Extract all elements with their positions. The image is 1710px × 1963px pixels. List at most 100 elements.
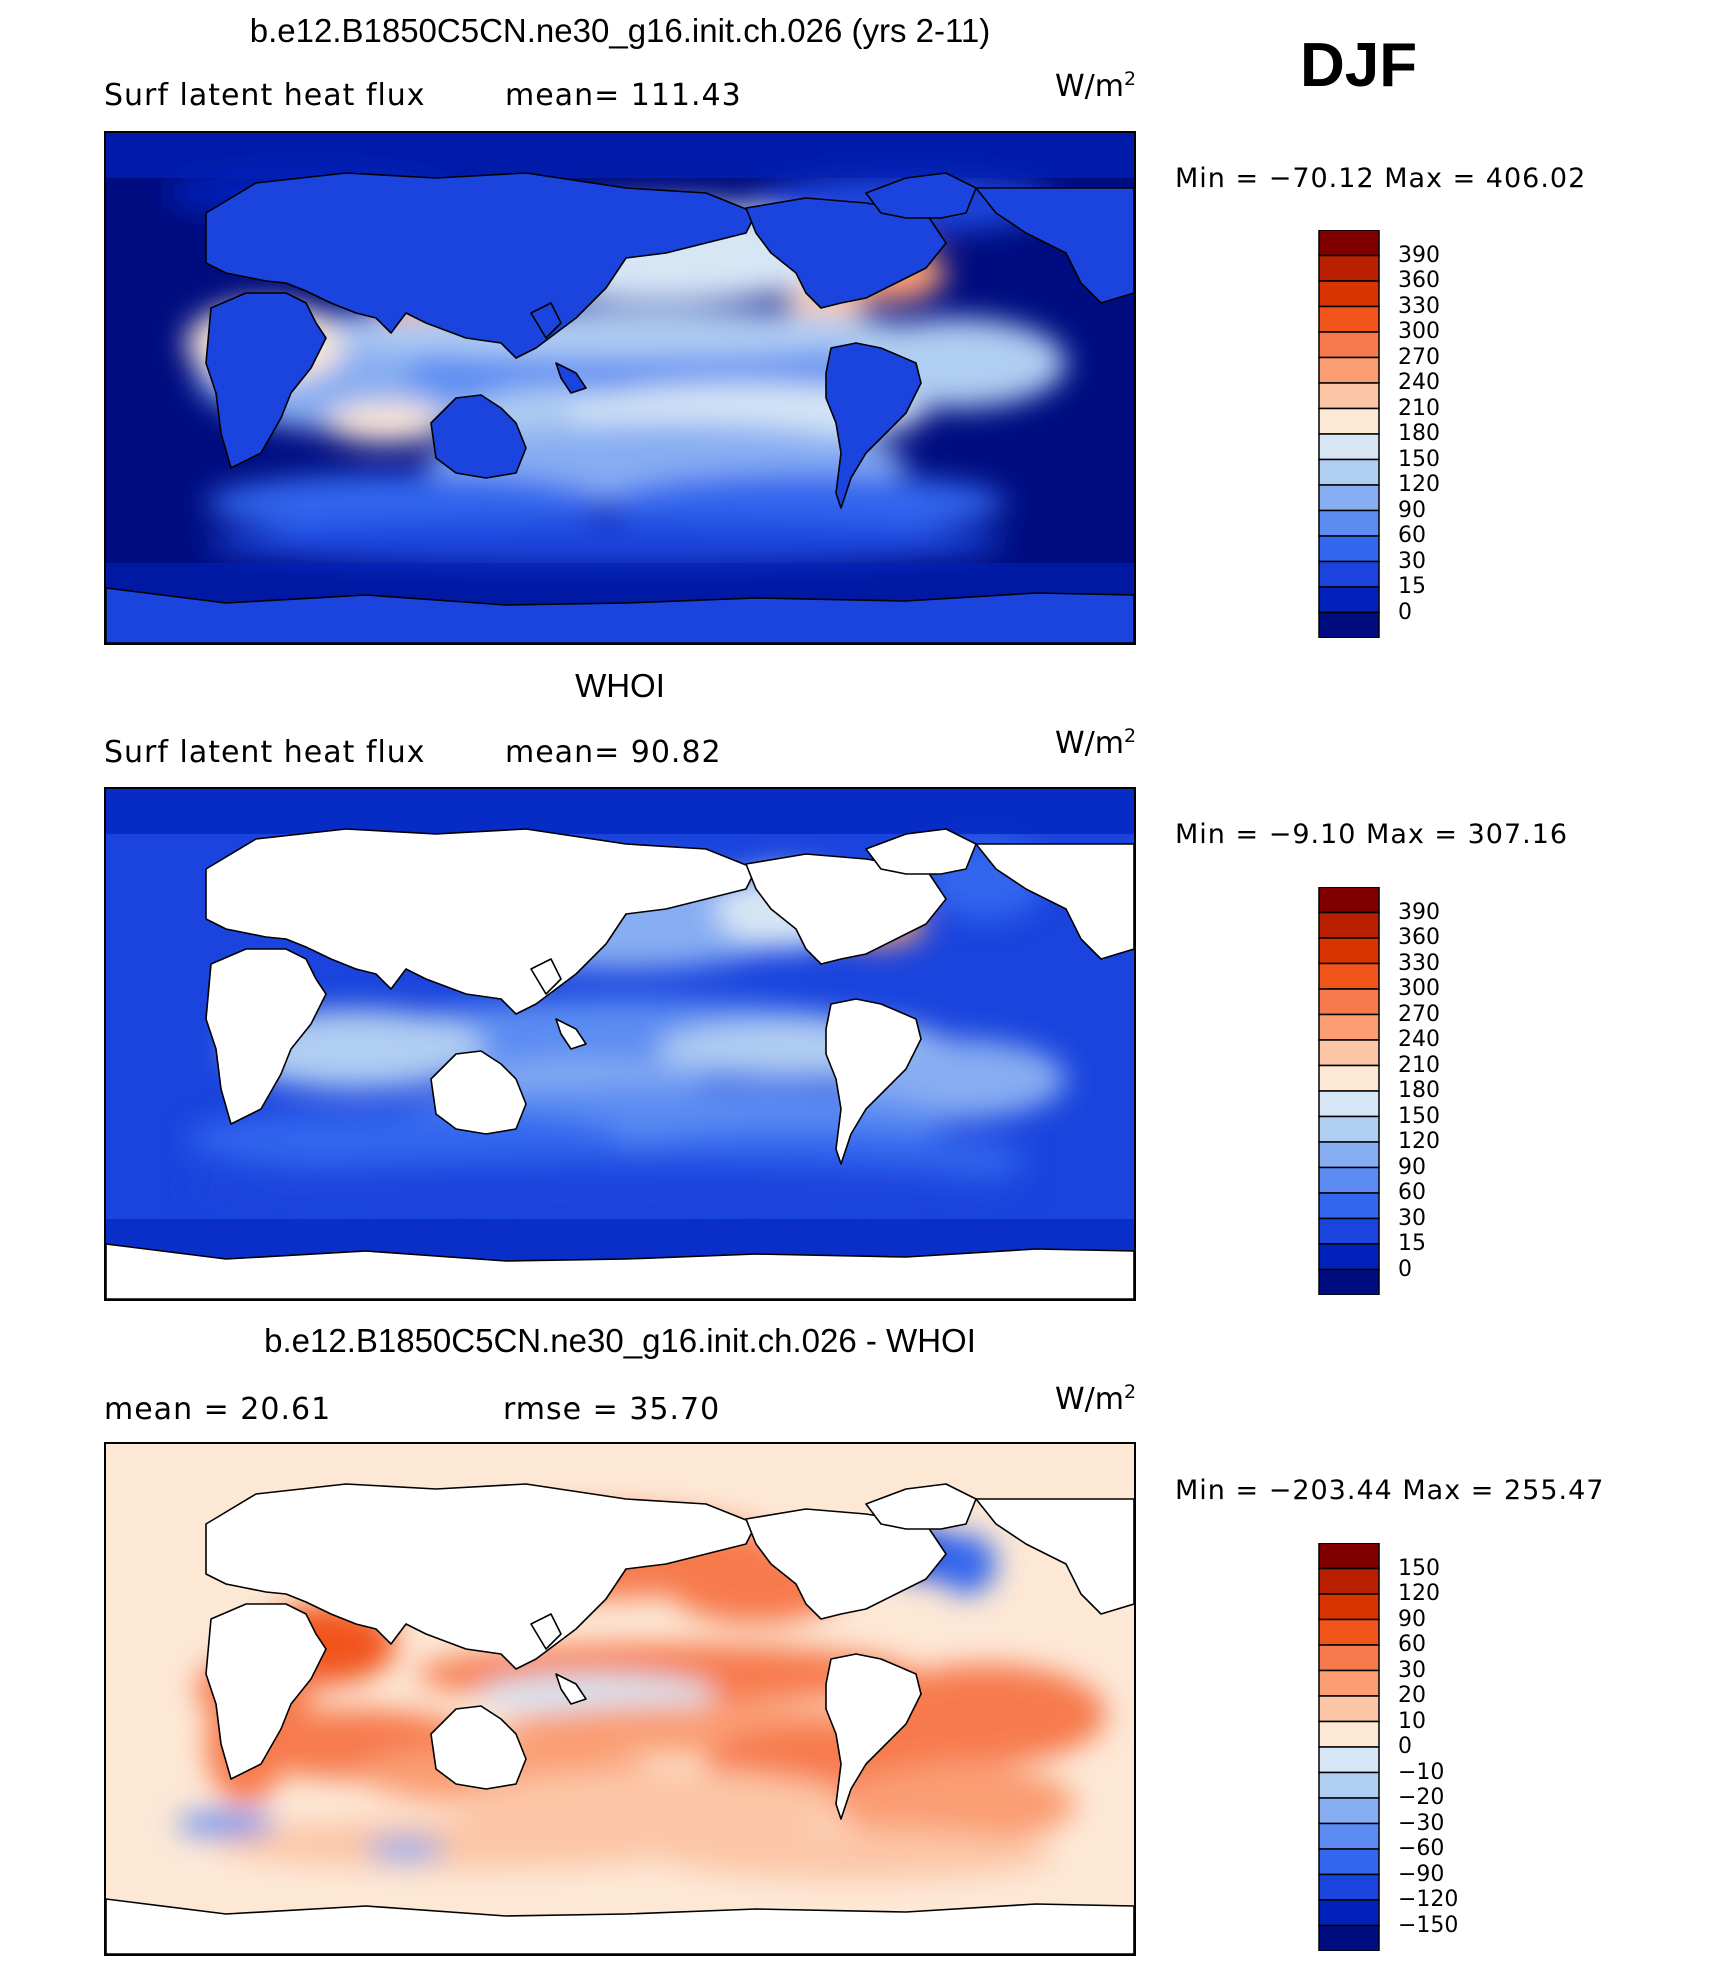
panel-2-colorbar-labels: 390 360 330 300 270 240 210 180 150 120 90 60 30 15 0 <box>1398 887 1478 1295</box>
coastline <box>205 172 757 359</box>
field-blob <box>216 1819 716 1869</box>
coastline <box>106 1898 1134 1954</box>
colorbar-swatch <box>1318 1873 1380 1901</box>
colorbar-swatch <box>1318 280 1380 308</box>
colorbar-swatch <box>1318 1039 1380 1067</box>
panel-3-map-plot <box>106 1444 1134 1954</box>
coastline <box>205 948 327 1125</box>
colorbar-swatch <box>1318 1618 1380 1646</box>
coastline <box>975 187 1134 304</box>
colorbar-level-label: 120 <box>1398 472 1440 497</box>
colorbar-level-label: 270 <box>1398 344 1440 370</box>
colorbar-level-label: 120 <box>1398 1129 1440 1154</box>
colorbar-level-label: 30 <box>1398 1657 1426 1683</box>
high-latitude-band <box>106 789 1134 834</box>
colorbar-level-label: 10 <box>1398 1708 1426 1734</box>
colorbar-swatch <box>1318 1192 1380 1220</box>
colorbar-swatch <box>1318 1593 1380 1621</box>
colorbar-level-label: 210 <box>1398 395 1440 421</box>
colorbar-swatch <box>1318 1771 1380 1799</box>
panel-2-mean-label: mean= 90.82 <box>505 735 722 770</box>
colorbar-level-label: 150 <box>1398 1103 1440 1129</box>
panel-1-title: b.e12.B1850C5CN.ne30_g16.init.ch.026 (yr… <box>249 12 991 49</box>
colorbar-swatch <box>1318 1013 1380 1041</box>
panel-1-colorbar-labels: 390 360 330 300 270 240 210 180 150 120 90 60 30 15 0 <box>1398 230 1478 638</box>
panel-3-mean-label: mean = 20.61 <box>104 1392 332 1427</box>
colorbar-level-label: 300 <box>1398 976 1440 1001</box>
colorbar-level-label: 0 <box>1398 1256 1412 1282</box>
colorbar-swatch <box>1318 1090 1380 1118</box>
field-blob <box>866 1664 1106 1764</box>
panel-1-variable-label: Surf latent heat flux <box>104 78 426 113</box>
colorbar-level-label: 390 <box>1398 899 1440 925</box>
coastline <box>865 828 977 875</box>
coastline <box>825 1653 922 1820</box>
coastline <box>530 1613 562 1650</box>
high-latitude-band <box>106 133 1134 178</box>
colorbar-swatch <box>1318 254 1380 282</box>
coastline <box>530 958 562 995</box>
panel-3-units: W/m2 <box>1055 1381 1137 1417</box>
colorbar-level-label: 210 <box>1398 1052 1440 1078</box>
colorbar-level-label: 15 <box>1398 1231 1426 1256</box>
colorbar-swatch <box>1318 1746 1380 1774</box>
coastline <box>205 292 327 469</box>
panel-1-mean-label: mean= 111.43 <box>505 78 742 113</box>
colorbar-swatch <box>1318 1669 1380 1697</box>
colorbar-level-label: 90 <box>1398 497 1426 523</box>
panel-2-min-max: Min = −9.10 Max = 307.16 <box>1175 819 1569 850</box>
coastline <box>555 1018 587 1050</box>
coastline <box>825 998 922 1165</box>
field-blob <box>206 473 606 533</box>
colorbar-swatch <box>1318 1899 1380 1927</box>
colorbar-swatch <box>1318 484 1380 512</box>
colorbar-level-label: 270 <box>1398 1001 1440 1027</box>
colorbar-swatch <box>1318 560 1380 588</box>
colorbar-level-label: 30 <box>1398 548 1426 574</box>
coastline <box>430 1705 527 1790</box>
coastline <box>865 1483 977 1530</box>
colorbar-level-label: −20 <box>1398 1785 1445 1810</box>
colorbar-level-label: −30 <box>1398 1810 1445 1836</box>
coastline <box>106 1243 1134 1299</box>
coastline <box>865 172 977 219</box>
panel-1-min-max: Min = −70.12 Max = 406.02 <box>1175 163 1587 194</box>
coastline <box>430 1050 527 1135</box>
colorbar-swatch <box>1318 1243 1380 1271</box>
colorbar-swatch <box>1318 586 1380 614</box>
panel-3-min-max: Min = −203.44 Max = 255.47 <box>1175 1475 1605 1506</box>
colorbar-level-label: 150 <box>1398 1555 1440 1581</box>
field-blob <box>176 1812 276 1836</box>
panel-1-map <box>104 131 1136 645</box>
panel-3-title: b.e12.B1850C5CN.ne30_g16.init.ch.026 - W… <box>264 1322 976 1359</box>
colorbar-level-label: 60 <box>1398 1632 1426 1657</box>
coastline <box>205 1603 327 1780</box>
colorbar-level-label: 180 <box>1398 1078 1440 1103</box>
colorbar-swatch <box>1318 356 1380 384</box>
coastline <box>106 587 1134 643</box>
colorbar-level-label: 20 <box>1398 1683 1426 1708</box>
colorbar-level-label: −90 <box>1398 1861 1445 1887</box>
coastline <box>530 302 562 339</box>
colorbar-level-label: 0 <box>1398 599 1412 625</box>
panel-2-variable-label: Surf latent heat flux <box>104 735 426 770</box>
field-blob <box>936 1534 996 1594</box>
colorbar-level-label: 240 <box>1398 1027 1440 1052</box>
coastline <box>205 828 757 1015</box>
field-blob <box>656 1829 1056 1879</box>
colorbar-swatch <box>1318 1720 1380 1748</box>
colorbar-swatch <box>1318 1797 1380 1825</box>
field-blob <box>206 518 1006 568</box>
panel-3-colorbar-labels: 150 120 90 60 30 20 10 0 −10 −20 −30 −60 −90 −120 −150 <box>1398 1543 1478 1951</box>
panel-2-title: WHOI <box>575 667 665 704</box>
field-blob <box>836 1764 1076 1844</box>
panel-3-rmse-label: rmse = 35.70 <box>503 1392 721 1427</box>
colorbar-swatch <box>1318 1543 1380 1570</box>
colorbar-swatch <box>1318 509 1380 537</box>
colorbar-swatch <box>1318 458 1380 486</box>
colorbar-level-label: 330 <box>1398 950 1440 976</box>
colorbar-swatch <box>1318 230 1380 257</box>
colorbar-level-label: 90 <box>1398 1154 1426 1180</box>
continents <box>106 828 1134 1299</box>
colorbar-level-label: 30 <box>1398 1205 1426 1231</box>
